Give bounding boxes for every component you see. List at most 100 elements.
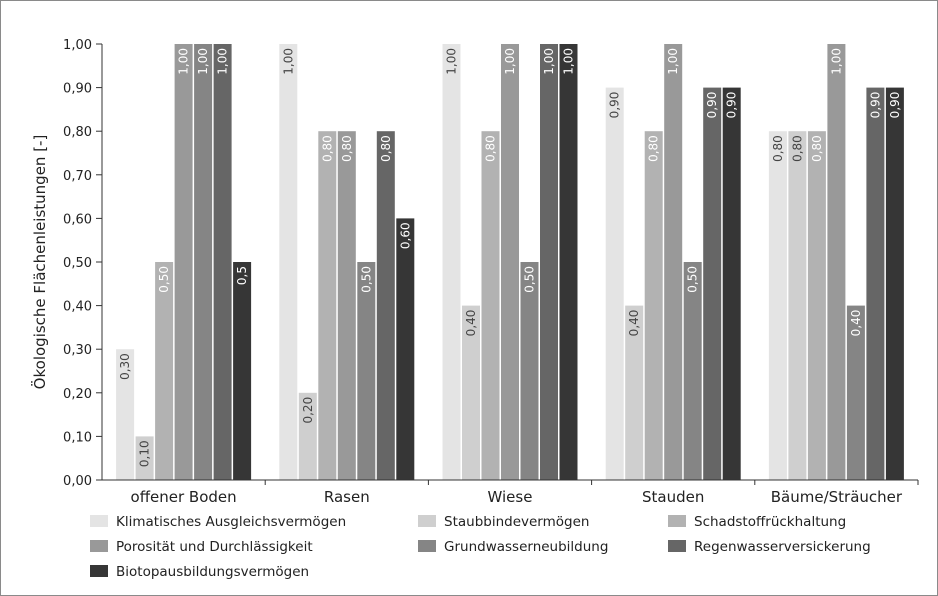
y-tick-label: 0,30 xyxy=(63,343,92,358)
bar xyxy=(807,131,826,480)
bar xyxy=(462,305,480,480)
bar-value-label: 0,80 xyxy=(810,135,824,162)
y-tick-label: 0,70 xyxy=(63,169,92,184)
x-category-label: Wiese xyxy=(488,488,533,506)
bar-value-label: 1,00 xyxy=(503,48,517,75)
bar-value-label: 0,90 xyxy=(725,92,739,119)
bar xyxy=(520,262,539,480)
bar-value-label: 0,80 xyxy=(340,135,354,162)
bar xyxy=(540,44,558,480)
bar xyxy=(174,44,193,480)
bar-value-label: 0,90 xyxy=(868,92,882,119)
bar-value-label: 0,50 xyxy=(686,266,700,293)
bar xyxy=(396,218,415,480)
bar-value-label: 0,80 xyxy=(484,135,498,162)
legend-label: Biotopausbildungsvermögen xyxy=(116,564,309,580)
y-tick-label: 0,50 xyxy=(63,256,92,271)
bar-value-label: 0,80 xyxy=(647,135,661,162)
bar-value-label: 1,00 xyxy=(281,48,295,75)
x-category-label: Stauden xyxy=(642,488,704,506)
bar xyxy=(481,131,500,480)
bar xyxy=(318,131,337,480)
legend-swatch xyxy=(668,540,686,552)
bar-value-label: 0,90 xyxy=(888,92,902,119)
bar-value-label: 0,40 xyxy=(627,310,641,337)
x-category-label: offener Boden xyxy=(131,488,237,506)
y-axis-label: Ökologische Flächenleistungen [-] xyxy=(30,135,49,390)
y-tick-label: 0,80 xyxy=(63,125,92,140)
legend-label: Klimatisches Ausgleichsvermögen xyxy=(116,514,346,530)
bar xyxy=(644,131,663,480)
legend-swatch xyxy=(418,515,436,527)
bar xyxy=(116,349,135,480)
legend-label: Grundwasserneubildung xyxy=(444,539,608,555)
bar-value-label: 1,00 xyxy=(445,48,459,75)
legend-label: Schadstoffrückhaltung xyxy=(694,514,846,530)
bar-value-label: 1,00 xyxy=(542,48,556,75)
bar-value-label: 0,40 xyxy=(849,310,863,337)
bar xyxy=(194,44,213,480)
y-tick-label: 0,90 xyxy=(63,82,92,97)
x-category-label: Bäume/Sträucher xyxy=(771,488,903,506)
bar-value-label: 0,50 xyxy=(359,266,373,293)
bar-value-label: 0,20 xyxy=(301,397,315,424)
bar-value-label: 1,00 xyxy=(216,48,230,75)
bar xyxy=(279,44,298,480)
legend-swatch xyxy=(90,540,108,552)
bar-value-label: 1,00 xyxy=(666,48,680,75)
bar-value-label: 0,30 xyxy=(118,353,132,380)
bar xyxy=(625,305,644,480)
bar xyxy=(559,44,578,480)
bar-value-label: 0,10 xyxy=(138,440,152,467)
bar xyxy=(683,262,702,480)
y-tick-label: 0,40 xyxy=(63,300,92,315)
bar-value-label: 0,5 xyxy=(235,266,249,285)
bar-value-label: 1,00 xyxy=(562,48,576,75)
bar-value-label: 1,00 xyxy=(829,48,843,75)
bar xyxy=(213,44,232,480)
y-tick-label: 0,60 xyxy=(63,212,92,227)
y-tick-label: 0,20 xyxy=(63,387,92,402)
bar xyxy=(605,87,624,480)
bar-value-label: 1,00 xyxy=(196,48,210,75)
bar xyxy=(788,131,807,480)
bar xyxy=(233,262,252,480)
bar-value-label: 0,90 xyxy=(705,92,719,119)
x-category-label: Rasen xyxy=(324,488,370,506)
legend-label: Porosität und Durchlässigkeit xyxy=(116,539,313,555)
legend-label: Regenwasserversickerung xyxy=(694,539,871,555)
bar-value-label: 0,60 xyxy=(398,222,412,249)
bar xyxy=(501,44,519,480)
bar xyxy=(357,262,376,480)
legend-swatch xyxy=(90,515,108,527)
bar-value-label: 0,80 xyxy=(379,135,393,162)
bar xyxy=(664,44,683,480)
bar xyxy=(703,87,722,480)
bar xyxy=(376,131,395,480)
bar-value-label: 0,80 xyxy=(320,135,334,162)
bar xyxy=(722,87,741,480)
y-tick-label: 1,00 xyxy=(63,38,92,53)
bar-value-label: 1,00 xyxy=(177,48,191,75)
bar-value-label: 0,50 xyxy=(523,266,537,293)
y-tick-label: 0,10 xyxy=(63,430,92,445)
bar xyxy=(135,436,154,480)
bar xyxy=(155,262,174,480)
bar xyxy=(866,87,885,480)
bar-value-label: 0,50 xyxy=(157,266,171,293)
legend-swatch xyxy=(668,515,686,527)
legend-swatch xyxy=(418,540,436,552)
bar xyxy=(827,44,846,480)
bar xyxy=(442,44,461,480)
bar-value-label: 0,80 xyxy=(771,135,785,162)
bar xyxy=(846,305,865,480)
bar xyxy=(298,392,317,480)
legend-label: Staubbindevermögen xyxy=(444,514,589,530)
bar-value-label: 0,80 xyxy=(790,135,804,162)
bar-value-label: 0,40 xyxy=(464,310,478,337)
bar xyxy=(768,131,787,480)
bar-value-label: 0,90 xyxy=(608,92,622,119)
y-tick-label: 0,00 xyxy=(63,474,92,489)
bar xyxy=(337,131,356,480)
